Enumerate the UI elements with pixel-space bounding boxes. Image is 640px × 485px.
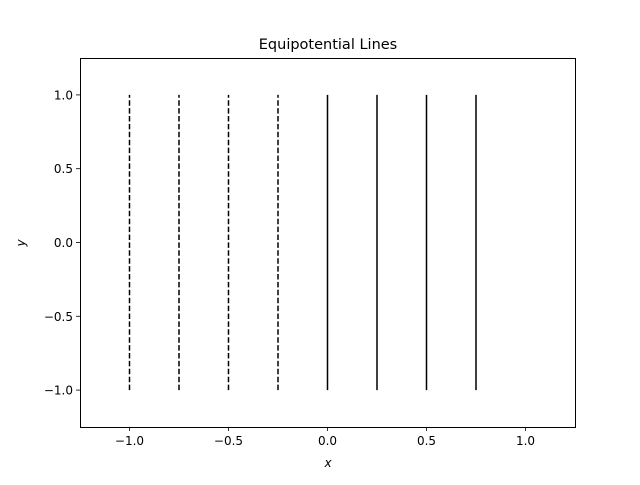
series-layer — [128, 94, 477, 391]
y-tick-label: −1.0 — [44, 384, 73, 398]
y-axis-label: y — [14, 239, 28, 248]
x-tick-label: 1.0 — [516, 434, 535, 448]
x-tick-label: 0.0 — [318, 434, 337, 448]
x-tick-label: 0.5 — [417, 434, 436, 448]
x-axis-label: x — [323, 456, 332, 470]
x-tick-label: −0.5 — [214, 434, 243, 448]
x-tick-label: −1.0 — [115, 434, 144, 448]
y-tick-label: 0.5 — [54, 162, 73, 176]
y-axis: −1.0 −0.5 0.0 0.5 1.0 — [44, 88, 80, 398]
y-tick-label: 0.0 — [54, 236, 73, 250]
x-axis: −1.0 −0.5 0.0 0.5 1.0 — [115, 427, 535, 448]
y-tick-label: 1.0 — [54, 88, 73, 102]
plot-frame — [80, 58, 576, 428]
y-tick-label: −0.5 — [44, 310, 73, 324]
chart-title: Equipotential Lines — [259, 37, 397, 53]
